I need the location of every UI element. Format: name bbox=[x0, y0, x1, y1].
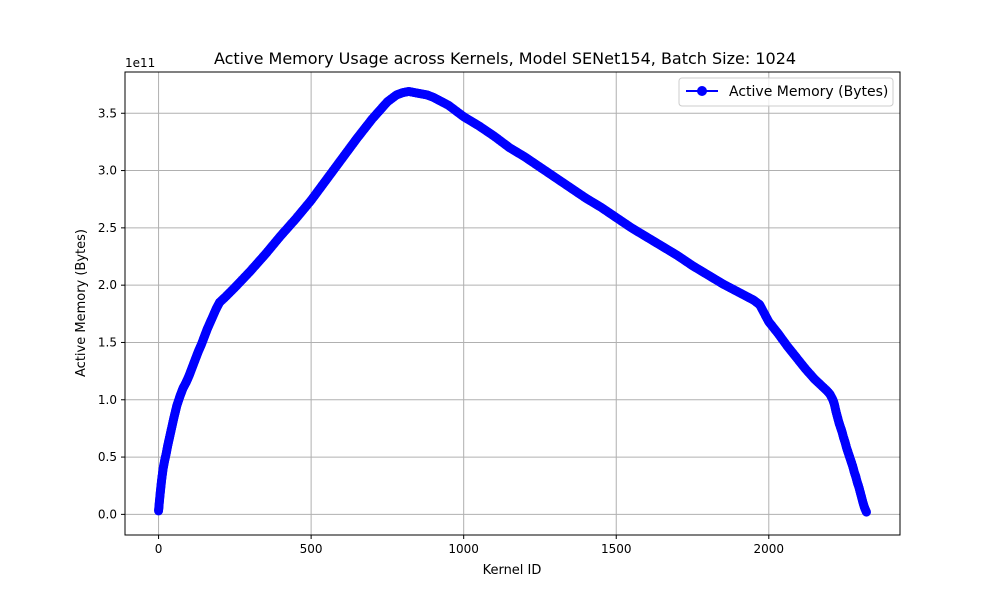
x-tick-label: 1000 bbox=[448, 542, 479, 556]
y-tick-label: 0.5 bbox=[98, 450, 117, 464]
y-tick-label: 3.0 bbox=[98, 164, 117, 178]
legend-box bbox=[678, 77, 894, 107]
y-tick-label: 2.5 bbox=[98, 221, 117, 235]
x-tick-label: 1500 bbox=[601, 542, 632, 556]
y-offset-label: 1e11 bbox=[125, 56, 155, 70]
chart-title: Active Memory Usage across Kernels, Mode… bbox=[214, 49, 796, 68]
legend-label: Active Memory (Bytes) bbox=[729, 84, 888, 100]
grid bbox=[125, 72, 900, 535]
x-axis-ticks: 0 500 1000 1500 2000 bbox=[155, 535, 784, 556]
x-tick-label: 500 bbox=[300, 542, 323, 556]
y-tick-label: 1.5 bbox=[98, 335, 117, 349]
y-axis-label: Active Memory (Bytes) bbox=[74, 229, 89, 377]
x-axis-label: Kernel ID bbox=[483, 563, 542, 578]
x-tick-label: 0 bbox=[155, 542, 163, 556]
plot-frame bbox=[124, 71, 901, 536]
y-tick-label: 0.0 bbox=[98, 507, 117, 521]
legend: Active Memory (Bytes) bbox=[678, 77, 894, 107]
y-tick-label: 2.0 bbox=[98, 278, 117, 292]
data-point bbox=[861, 507, 871, 517]
y-tick-label: 1.0 bbox=[98, 393, 117, 407]
y-tick-label: 3.5 bbox=[98, 106, 117, 120]
series-layer bbox=[154, 86, 871, 517]
y-axis-ticks: 0.0 0.5 1.0 1.5 2.0 2.5 3.0 3.5 bbox=[98, 106, 125, 521]
x-tick-label: 2000 bbox=[754, 542, 785, 556]
legend-marker bbox=[697, 86, 707, 96]
